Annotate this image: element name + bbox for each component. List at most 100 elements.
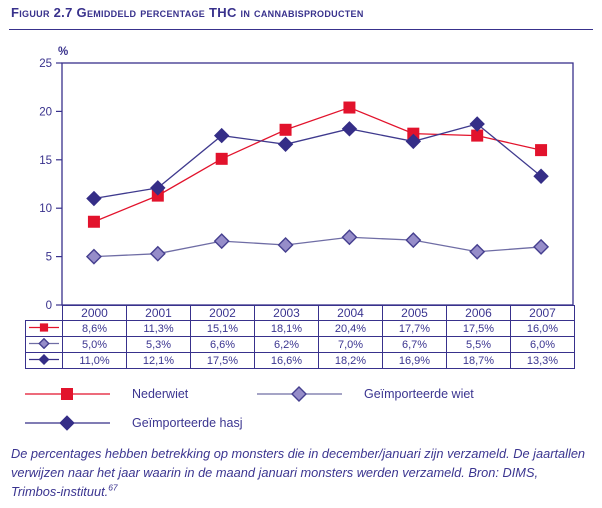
chart-legend: Nederwiet Geïmporteerde wiet Geïmporteerde…	[25, 386, 570, 431]
marker-square	[343, 101, 356, 114]
marker-diamond-dark	[469, 116, 485, 132]
table-row: 5,0% 5,3% 6,6% 6,2% 7,0% 6,7% 5,5% 6,0%	[25, 336, 575, 353]
table-corner-cell	[26, 306, 63, 321]
marker-diamond-dark	[341, 121, 358, 137]
table-value-cell: 11,3%	[126, 320, 191, 337]
footnote-ref: 67	[108, 482, 118, 493]
legend-label: Geïmporteerde wiet	[364, 387, 474, 401]
series-key-icon	[29, 323, 59, 332]
table-value-cell: 8,6%	[62, 320, 127, 337]
chart-data-table: 2000 2001 2002 2003 2004 2005 2006 2007 8,6% 11,3…	[25, 305, 575, 369]
series-key-icon	[29, 337, 59, 350]
marker-diamond-dark	[38, 353, 50, 366]
marker-diamond-light	[533, 238, 550, 255]
table-value-cell: 13,3%	[510, 352, 575, 369]
table-value-cell: 17,5%	[190, 352, 255, 369]
table-row: 8,6% 11,3% 15,1% 18,1% 20,4% 17,7% 17,5% 16,0%	[25, 320, 575, 337]
marker-square	[39, 323, 49, 332]
table-value-cell: 5,3%	[126, 336, 191, 353]
table-year-header: 2004	[318, 305, 383, 321]
legend-item: Geïmporteerde hasj	[25, 415, 257, 431]
table-value-cell: 11,0%	[62, 352, 127, 369]
table-value-cell: 16,6%	[254, 352, 319, 369]
marker-diamond-light	[469, 243, 486, 260]
marker-diamond-dark	[405, 133, 422, 150]
marker-square	[61, 388, 73, 400]
table-year-header: 2002	[190, 305, 255, 321]
table-series-marker	[25, 352, 63, 369]
table-value-cell: 15,1%	[190, 320, 255, 337]
table-row: 11,0% 12,1% 17,5% 16,6% 18,2% 16,9% 18,7% 13,3%	[25, 352, 575, 369]
table-value-cell: 6,7%	[382, 336, 447, 353]
table-value-cell: 18,2%	[318, 352, 383, 369]
marker-diamond-dark	[150, 180, 166, 196]
legend-label: Nederwiet	[132, 387, 189, 401]
table-value-cell: 18,7%	[446, 352, 511, 369]
marker-square	[535, 144, 548, 157]
table-value-cell: 7,0%	[318, 336, 383, 353]
y-axis-unit-label: %	[58, 46, 68, 58]
table-value-cell: 6,6%	[190, 336, 255, 353]
plot-frame	[61, 62, 574, 306]
table-year-header: 2006	[446, 305, 511, 321]
table-value-cell: 6,0%	[510, 336, 575, 353]
table-year-header: 2001	[126, 305, 191, 321]
table-year-header: 2003	[254, 305, 319, 321]
table-value-cell: 16,0%	[510, 320, 575, 337]
table-value-cell: 17,5%	[446, 320, 511, 337]
marker-diamond-light	[277, 236, 294, 253]
marker-diamond-dark	[277, 136, 294, 153]
table-year-header: 2005	[382, 305, 447, 321]
table-value-cell: 5,0%	[62, 336, 127, 353]
table-value-cell: 12,1%	[126, 352, 191, 369]
y-axis-tick-label: 5	[46, 252, 52, 264]
table-header-row: 2000 2001 2002 2003 2004 2005 2006 2007	[26, 305, 575, 321]
chart-svg: % 0 5 10 15 20 25	[39, 46, 574, 312]
series-line-3	[93, 123, 542, 200]
y-axis-tick-label: 0	[46, 300, 52, 310]
marker-diamond-light	[149, 245, 166, 262]
marker-diamond-light	[38, 337, 50, 350]
figure-title: Figuur 2.7 Gemiddeld percentage THC in c…	[11, 5, 364, 20]
table-value-cell: 5,5%	[446, 336, 511, 353]
marker-diamond-dark	[86, 190, 102, 207]
legend-item: Geïmporteerde wiet	[257, 386, 570, 402]
y-axis-tick-label: 10	[39, 203, 52, 215]
y-axis-tick-label: 20	[39, 106, 52, 118]
marker-diamond-dark	[59, 415, 75, 431]
marker-square	[215, 152, 228, 165]
legend-key-icon	[25, 415, 110, 431]
table-value-cell: 18,1%	[254, 320, 319, 337]
legend-key-icon	[25, 388, 110, 400]
marker-diamond-light	[85, 248, 102, 265]
marker-square	[471, 129, 484, 142]
marker-diamond-light	[291, 386, 307, 402]
footnote-text: De percentages hebben betrekking op mons…	[11, 446, 586, 499]
marker-square	[87, 215, 100, 228]
table-value-cell: 6,2%	[254, 336, 319, 353]
y-axis-tick-label: 25	[39, 58, 52, 70]
table-series-marker	[25, 336, 63, 353]
series-key-icon	[29, 353, 59, 366]
marker-diamond-light	[213, 233, 230, 250]
table-value-cell: 16,9%	[382, 352, 447, 369]
table-year-header: 2000	[62, 305, 127, 321]
marker-diamond-dark	[533, 168, 549, 184]
marker-diamond-light	[405, 232, 422, 249]
thc-line-chart: % 0 5 10 15 20 25	[0, 40, 602, 312]
table-value-cell: 17,7%	[382, 320, 447, 337]
y-axis-tick-label: 15	[39, 155, 52, 167]
table-series-marker	[25, 320, 63, 337]
legend-label: Geïmporteerde hasj	[132, 416, 243, 430]
title-divider	[9, 29, 593, 30]
figure-footnote: De percentages hebben betrekking op mons…	[11, 444, 591, 501]
series-line-1	[93, 106, 542, 223]
marker-diamond-light	[341, 229, 358, 246]
table-value-cell: 20,4%	[318, 320, 383, 337]
table-year-header: 2007	[510, 305, 575, 321]
legend-item: Nederwiet	[25, 386, 257, 402]
series-line-2	[93, 236, 542, 258]
legend-key-icon	[257, 386, 342, 402]
marker-diamond-dark	[213, 127, 230, 144]
